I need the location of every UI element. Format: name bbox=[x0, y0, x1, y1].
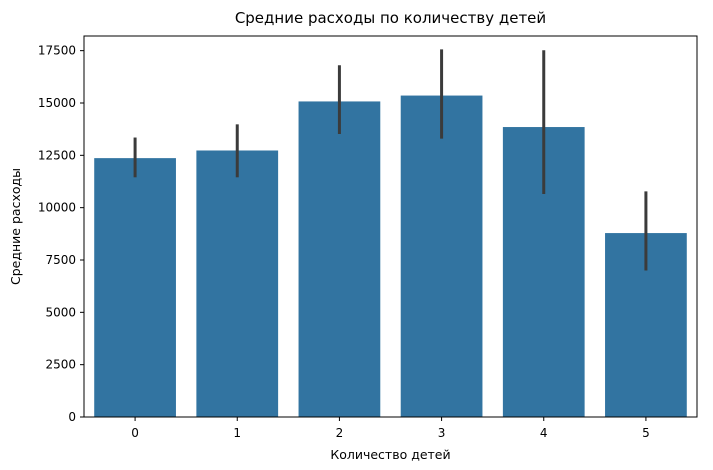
x-tick-label-2: 2 bbox=[336, 426, 344, 440]
bar-1 bbox=[196, 150, 279, 417]
y-tick-label-17500: 17500 bbox=[38, 44, 76, 58]
bars-layer bbox=[94, 95, 687, 418]
y-axis-label: Средние расходы bbox=[8, 168, 23, 285]
bar-0 bbox=[94, 158, 176, 417]
bar-3 bbox=[400, 95, 483, 417]
y-tick-label-15000: 15000 bbox=[38, 96, 76, 110]
y-tick-label-12500: 12500 bbox=[38, 148, 76, 162]
error-bars-layer bbox=[133, 49, 648, 271]
x-ticks-layer: 0 1 2 3 4 5 bbox=[131, 417, 650, 440]
x-tick-label-1: 1 bbox=[233, 426, 241, 440]
x-tick-label-4: 4 bbox=[540, 426, 548, 440]
bar-2 bbox=[298, 101, 381, 418]
y-ticks-layer: 0 2500 5000 7500 10000 12500 15000 17500 bbox=[38, 44, 84, 424]
chart-title: Средние расходы по количеству детей bbox=[235, 9, 546, 27]
y-tick-label-10000: 10000 bbox=[38, 201, 76, 215]
x-axis-label: Количество детей bbox=[330, 447, 450, 462]
x-tick-label-5: 5 bbox=[642, 426, 650, 440]
x-tick-label-3: 3 bbox=[438, 426, 446, 440]
x-tick-label-0: 0 bbox=[131, 426, 139, 440]
y-tick-label-2500: 2500 bbox=[45, 358, 76, 372]
y-tick-label-5000: 5000 bbox=[45, 305, 76, 319]
y-tick-label-0: 0 bbox=[68, 410, 76, 424]
y-tick-label-7500: 7500 bbox=[45, 253, 76, 267]
plot-frame bbox=[83, 35, 698, 418]
